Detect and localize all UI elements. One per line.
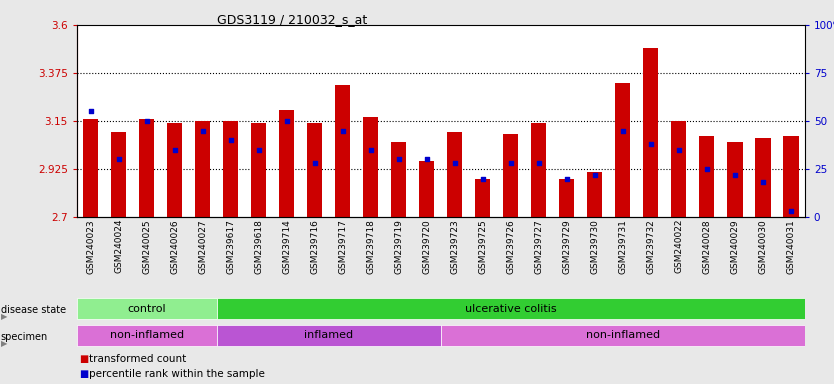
Text: GSM240024: GSM240024 (114, 219, 123, 273)
Text: GSM240027: GSM240027 (198, 219, 207, 273)
Text: GSM240031: GSM240031 (786, 219, 796, 274)
Bar (643, 48, 659, 217)
Point (420, 156, 434, 162)
Point (560, 175, 574, 182)
Bar (279, 110, 294, 217)
Text: GSM239731: GSM239731 (618, 219, 627, 274)
Text: non-inflamed: non-inflamed (585, 330, 660, 341)
Text: GSM240026: GSM240026 (170, 219, 179, 273)
Bar (559, 179, 575, 217)
Bar (503, 134, 519, 217)
Bar (755, 138, 771, 217)
Point (672, 147, 686, 153)
Text: GSM239729: GSM239729 (562, 219, 571, 274)
Point (476, 175, 490, 182)
Point (392, 156, 405, 162)
Point (728, 172, 741, 178)
Text: GDS3119 / 210032_s_at: GDS3119 / 210032_s_at (217, 13, 367, 26)
Text: GSM239730: GSM239730 (590, 219, 600, 274)
Bar (531, 123, 546, 217)
Text: GSM240028: GSM240028 (702, 219, 711, 273)
Text: ▶: ▶ (1, 339, 8, 348)
Bar (699, 136, 715, 217)
Point (364, 147, 378, 153)
Text: GSM240025: GSM240025 (143, 219, 151, 273)
Point (784, 208, 797, 214)
Text: inflamed: inflamed (304, 330, 354, 341)
Bar (727, 142, 742, 217)
Point (644, 141, 657, 147)
Bar (363, 117, 379, 217)
Text: GSM239717: GSM239717 (339, 219, 347, 274)
Bar (447, 132, 463, 217)
Text: GSM239725: GSM239725 (478, 219, 487, 274)
Text: transformed count: transformed count (89, 354, 187, 364)
Point (336, 127, 349, 134)
Point (140, 118, 153, 124)
Text: GSM239719: GSM239719 (394, 219, 404, 274)
Text: GSM239723: GSM239723 (450, 219, 460, 274)
Point (196, 127, 209, 134)
Bar (335, 85, 350, 217)
Point (308, 160, 321, 166)
Bar (111, 132, 127, 217)
Point (112, 156, 125, 162)
Bar (195, 121, 210, 217)
Text: specimen: specimen (1, 331, 48, 342)
Bar (587, 172, 602, 217)
Bar (77, 324, 217, 346)
Point (252, 147, 265, 153)
Text: GSM239726: GSM239726 (506, 219, 515, 274)
Text: GSM239720: GSM239720 (422, 219, 431, 274)
Text: GSM239618: GSM239618 (254, 219, 264, 274)
Bar (167, 123, 183, 217)
Bar (223, 121, 239, 217)
Text: GSM239732: GSM239732 (646, 219, 656, 274)
Bar (77, 298, 217, 319)
Text: ▶: ▶ (1, 313, 8, 321)
Bar (671, 121, 686, 217)
Text: GSM239716: GSM239716 (310, 219, 319, 274)
Text: disease state: disease state (1, 305, 66, 315)
Point (280, 118, 294, 124)
Bar (615, 83, 631, 217)
Text: GSM239617: GSM239617 (226, 219, 235, 274)
Point (756, 179, 770, 185)
Bar (419, 162, 435, 217)
Text: ■: ■ (79, 369, 88, 379)
Point (168, 147, 182, 153)
Text: GSM239718: GSM239718 (366, 219, 375, 274)
Bar (83, 119, 98, 217)
Text: non-inflamed: non-inflamed (110, 330, 183, 341)
Point (616, 127, 630, 134)
Point (700, 166, 713, 172)
Bar (251, 123, 266, 217)
Text: GSM240029: GSM240029 (731, 219, 739, 273)
Text: ■: ■ (79, 354, 88, 364)
Text: GSM239727: GSM239727 (535, 219, 543, 274)
Text: control: control (128, 303, 166, 314)
Bar (139, 119, 154, 217)
Text: ulcerative colitis: ulcerative colitis (465, 303, 556, 314)
Bar (440, 324, 805, 346)
Bar (391, 142, 406, 217)
Bar (783, 136, 798, 217)
Text: percentile rank within the sample: percentile rank within the sample (89, 369, 265, 379)
Text: GSM240030: GSM240030 (758, 219, 767, 274)
Text: GSM240023: GSM240023 (86, 219, 95, 273)
Point (448, 160, 461, 166)
Text: GSM239714: GSM239714 (282, 219, 291, 274)
Point (532, 160, 545, 166)
Point (588, 172, 601, 178)
Point (504, 160, 517, 166)
Bar (475, 179, 490, 217)
Bar (307, 123, 323, 217)
Bar (217, 298, 805, 319)
Point (84, 108, 98, 114)
Point (224, 137, 238, 143)
Bar (217, 324, 440, 346)
Text: GSM240022: GSM240022 (675, 219, 683, 273)
